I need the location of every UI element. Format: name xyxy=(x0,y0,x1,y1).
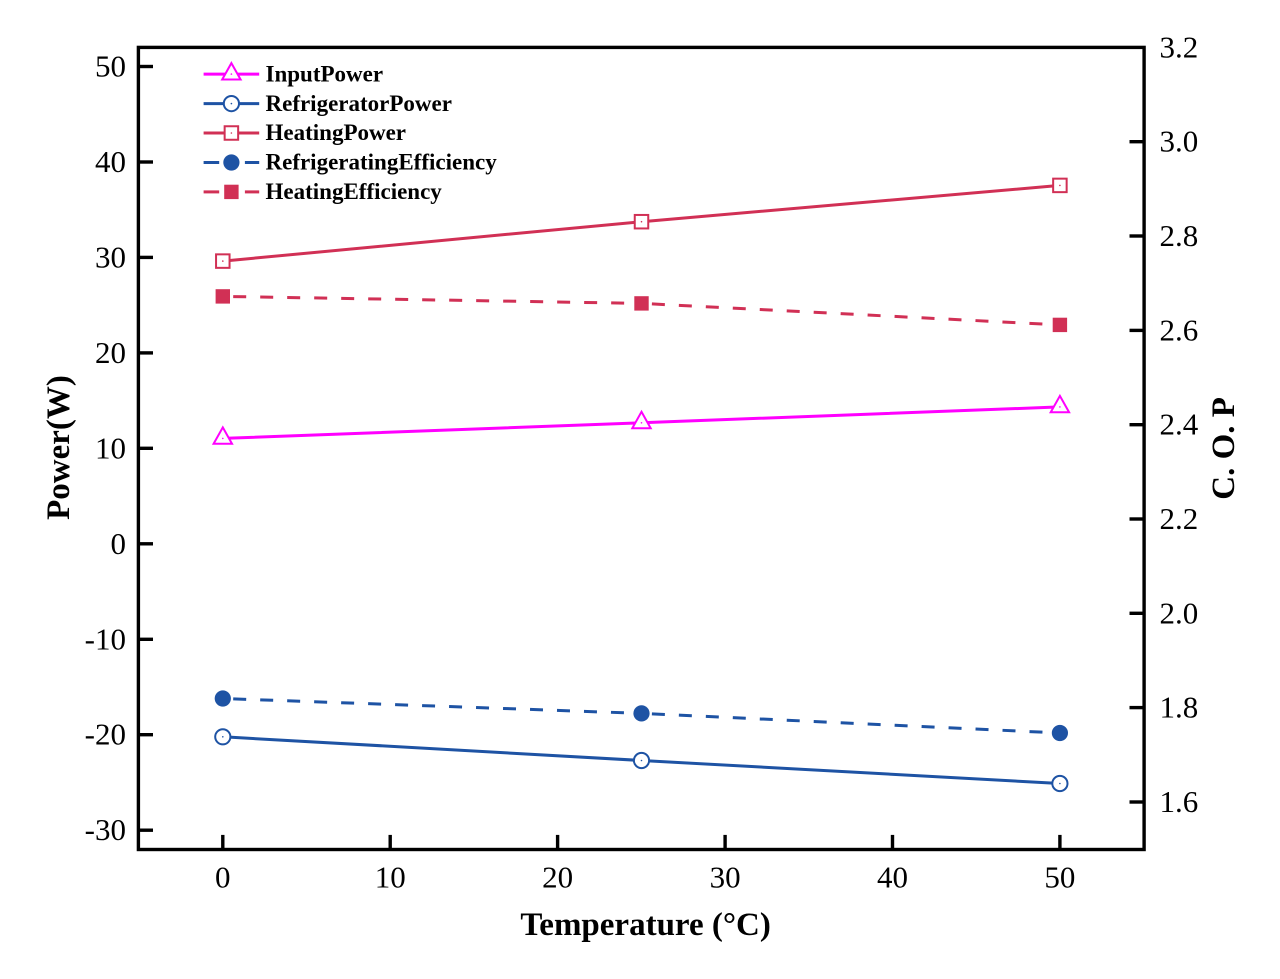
svg-text:2.6: 2.6 xyxy=(1160,312,1199,347)
svg-text:HeatingPower: HeatingPower xyxy=(266,120,407,145)
svg-text:2.2: 2.2 xyxy=(1160,501,1199,536)
svg-text:3.2: 3.2 xyxy=(1160,29,1199,64)
svg-text:30: 30 xyxy=(95,239,126,274)
svg-text:50: 50 xyxy=(1044,860,1075,895)
svg-text:40: 40 xyxy=(95,144,126,179)
svg-text:-20: -20 xyxy=(85,717,126,752)
svg-text:Temperature (°C): Temperature (°C) xyxy=(520,907,771,943)
svg-text:InputPower: InputPower xyxy=(266,61,384,86)
svg-text:RefrigeratingEfficiency: RefrigeratingEfficiency xyxy=(266,150,498,175)
svg-text:2.4: 2.4 xyxy=(1160,407,1199,442)
svg-text:-30: -30 xyxy=(85,812,126,847)
svg-text:RefrigeratorPower: RefrigeratorPower xyxy=(266,91,452,116)
svg-text:0: 0 xyxy=(215,860,231,895)
svg-text:0: 0 xyxy=(111,526,127,561)
svg-text:30: 30 xyxy=(710,860,741,895)
svg-text:50: 50 xyxy=(95,49,126,84)
svg-text:1.6: 1.6 xyxy=(1160,784,1199,819)
svg-text:Power(W): Power(W) xyxy=(41,375,77,520)
svg-text:10: 10 xyxy=(375,860,406,895)
svg-text:10: 10 xyxy=(95,430,126,465)
svg-text:20: 20 xyxy=(95,335,126,370)
svg-text:2.8: 2.8 xyxy=(1160,218,1199,253)
svg-text:-10: -10 xyxy=(85,621,126,656)
svg-text:HeatingEfficiency: HeatingEfficiency xyxy=(266,179,443,204)
svg-text:2.0: 2.0 xyxy=(1160,595,1199,630)
svg-text:20: 20 xyxy=(542,860,573,895)
svg-text:C. O. P: C. O. P xyxy=(1206,397,1242,500)
svg-text:3.0: 3.0 xyxy=(1160,124,1199,159)
svg-text:1.8: 1.8 xyxy=(1160,690,1199,725)
svg-text:40: 40 xyxy=(877,860,908,895)
